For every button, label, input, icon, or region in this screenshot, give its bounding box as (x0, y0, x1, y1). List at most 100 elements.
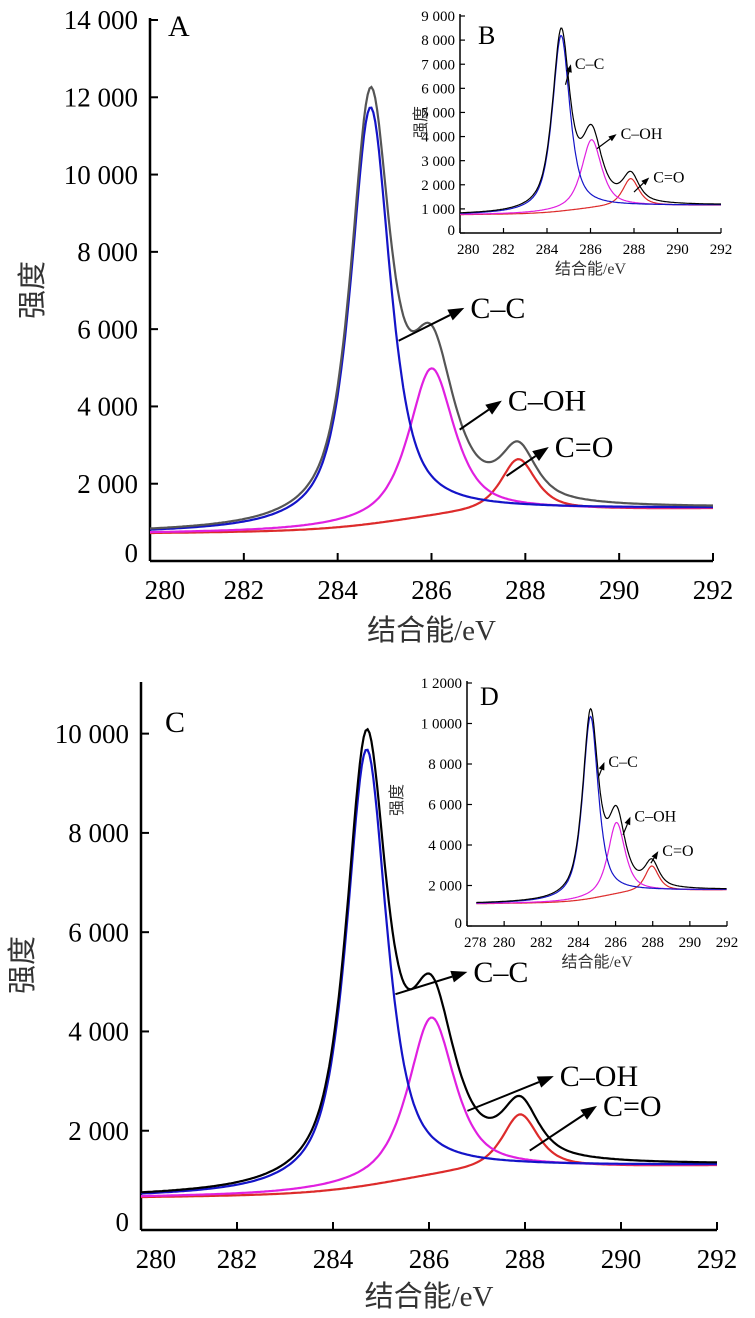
x-tick-label: 284 (317, 575, 358, 605)
arrow-head-icon (651, 851, 659, 860)
arrow-head-icon (447, 307, 465, 321)
panel-label: C (165, 706, 185, 739)
series-total-line (460, 27, 721, 214)
annotation-label: C=O (555, 431, 614, 464)
arrow-head-icon (598, 761, 605, 771)
x-tick-label: 290 (599, 575, 640, 605)
x-tick-label: 292 (710, 242, 733, 258)
annotation-arrow (459, 408, 490, 431)
annotation-arrow (529, 1113, 585, 1152)
panel-C: 280 282 284 286 288 290 292 0 2 000 4 000 6 000 8 0… (6, 682, 737, 1313)
x-tick-label: 288 (505, 1244, 546, 1274)
x-tick-label: 292 (716, 935, 739, 951)
annotation-arrow (650, 857, 655, 864)
y-tick-label: 0 (116, 1207, 130, 1237)
y-tick-label: 8 000 (77, 237, 138, 267)
y-tick-label: 2 000 (68, 1116, 129, 1146)
series-total-line (476, 707, 727, 904)
annotation-label: C–C (608, 754, 637, 771)
x-tick-label: 284 (567, 935, 590, 951)
panel-B: 280 282 284 286 288 290 292 0 1 000 2 000 3 000 4 0… (412, 9, 732, 278)
arrow-head-icon (641, 177, 650, 186)
x-tick-label: 282 (217, 1244, 258, 1274)
annotation-arrow (622, 823, 628, 836)
annotation-label: C–C (470, 292, 525, 325)
series-co-line (476, 865, 727, 905)
panel-label: D (480, 682, 499, 711)
x-tick-label: 288 (623, 242, 646, 258)
panel-A: 280 282 284 286 288 290 292 0 2 000 4 000 6 000 8 0… (16, 5, 733, 647)
annotation-arrow (395, 975, 453, 996)
x-tick-label: 284 (536, 242, 559, 258)
x-axis-title: 结合能/eV (555, 260, 627, 278)
series-cc-line (460, 34, 721, 214)
annotation-label: C–OH (508, 385, 586, 418)
y-tick-label: 4 000 (428, 838, 462, 854)
x-tick-label: 286 (409, 1244, 450, 1274)
y-axis-title: 强度 (6, 936, 39, 994)
x-tick-label: 284 (313, 1244, 354, 1274)
annotation-label: C–C (575, 56, 604, 73)
annotation-label: C–OH (560, 1060, 638, 1093)
annotation-arrow (598, 769, 603, 777)
arrow-head-icon (485, 400, 502, 415)
arrow-head-icon (608, 134, 617, 142)
x-tick-label: 288 (641, 935, 664, 951)
y-tick-label: 8 000 (421, 33, 455, 49)
arrow-head-icon (580, 1105, 597, 1120)
x-tick-label: 280 (136, 1244, 177, 1274)
x-tick-label: 280 (457, 242, 480, 258)
annotation-label: C=O (603, 1090, 662, 1123)
y-tick-label: 1 0000 (421, 717, 462, 733)
series-coh-line (476, 821, 727, 904)
x-tick-label: 286 (411, 575, 452, 605)
x-tick-label: 282 (530, 935, 553, 951)
series-cc-line (476, 715, 727, 904)
y-tick-label: 0 (455, 916, 463, 932)
x-axis-title: 结合能/eV (367, 614, 496, 647)
x-tick-label: 280 (145, 575, 186, 605)
y-tick-label: 9 000 (421, 9, 455, 25)
annotation-label: C–OH (621, 126, 663, 143)
y-tick-label: 0 (448, 223, 456, 239)
y-axis-title: 强度 (16, 261, 49, 319)
x-tick-label: 280 (493, 935, 516, 951)
y-tick-label: 5 000 (421, 106, 455, 122)
panel-label: B (478, 21, 495, 50)
arrow-head-icon (532, 447, 549, 462)
x-axis-title: 结合能/eV (561, 953, 633, 971)
x-axis-title: 结合能/eV (365, 1280, 494, 1313)
x-tick-label: 278 (464, 935, 487, 951)
y-tick-label: 2 000 (77, 469, 138, 499)
x-tick-label: 290 (679, 935, 702, 951)
arrow-head-icon (624, 816, 631, 826)
y-tick-label: 10 000 (55, 719, 129, 749)
annotation-arrow (506, 455, 537, 477)
annotation-arrow (398, 314, 451, 342)
y-tick-label: 8 000 (68, 818, 129, 848)
annotation-label: C=O (662, 843, 693, 860)
y-tick-label: 4 000 (421, 130, 455, 146)
y-tick-label: 4 000 (77, 392, 138, 422)
annotation-label: C=O (653, 170, 684, 187)
annotation-arrow (467, 1081, 540, 1112)
y-tick-label: 14 000 (64, 5, 138, 35)
panel-label: A (168, 10, 190, 43)
series-total-line (140, 727, 718, 1194)
series-cc-line (140, 748, 717, 1195)
arrow-head-icon (565, 64, 572, 73)
y-tick-label: 8 000 (428, 757, 462, 773)
annotation-arrow (564, 71, 570, 85)
x-tick-label: 290 (601, 1244, 642, 1274)
x-tick-label: 292 (697, 1244, 738, 1274)
x-tick-label: 282 (492, 242, 515, 258)
panel-D: 278 280 282 284 286 288 290 292 0 2 000 4 000 6 000… (388, 676, 738, 971)
y-tick-label: 6 000 (421, 81, 455, 97)
x-tick-label: 292 (693, 575, 734, 605)
y-tick-label: 1 2000 (421, 676, 462, 692)
y-tick-label: 0 (125, 538, 139, 568)
y-axis-title: 强度 (412, 106, 430, 138)
y-tick-label: 7 000 (421, 57, 455, 73)
annotation-label: C–OH (634, 809, 676, 826)
